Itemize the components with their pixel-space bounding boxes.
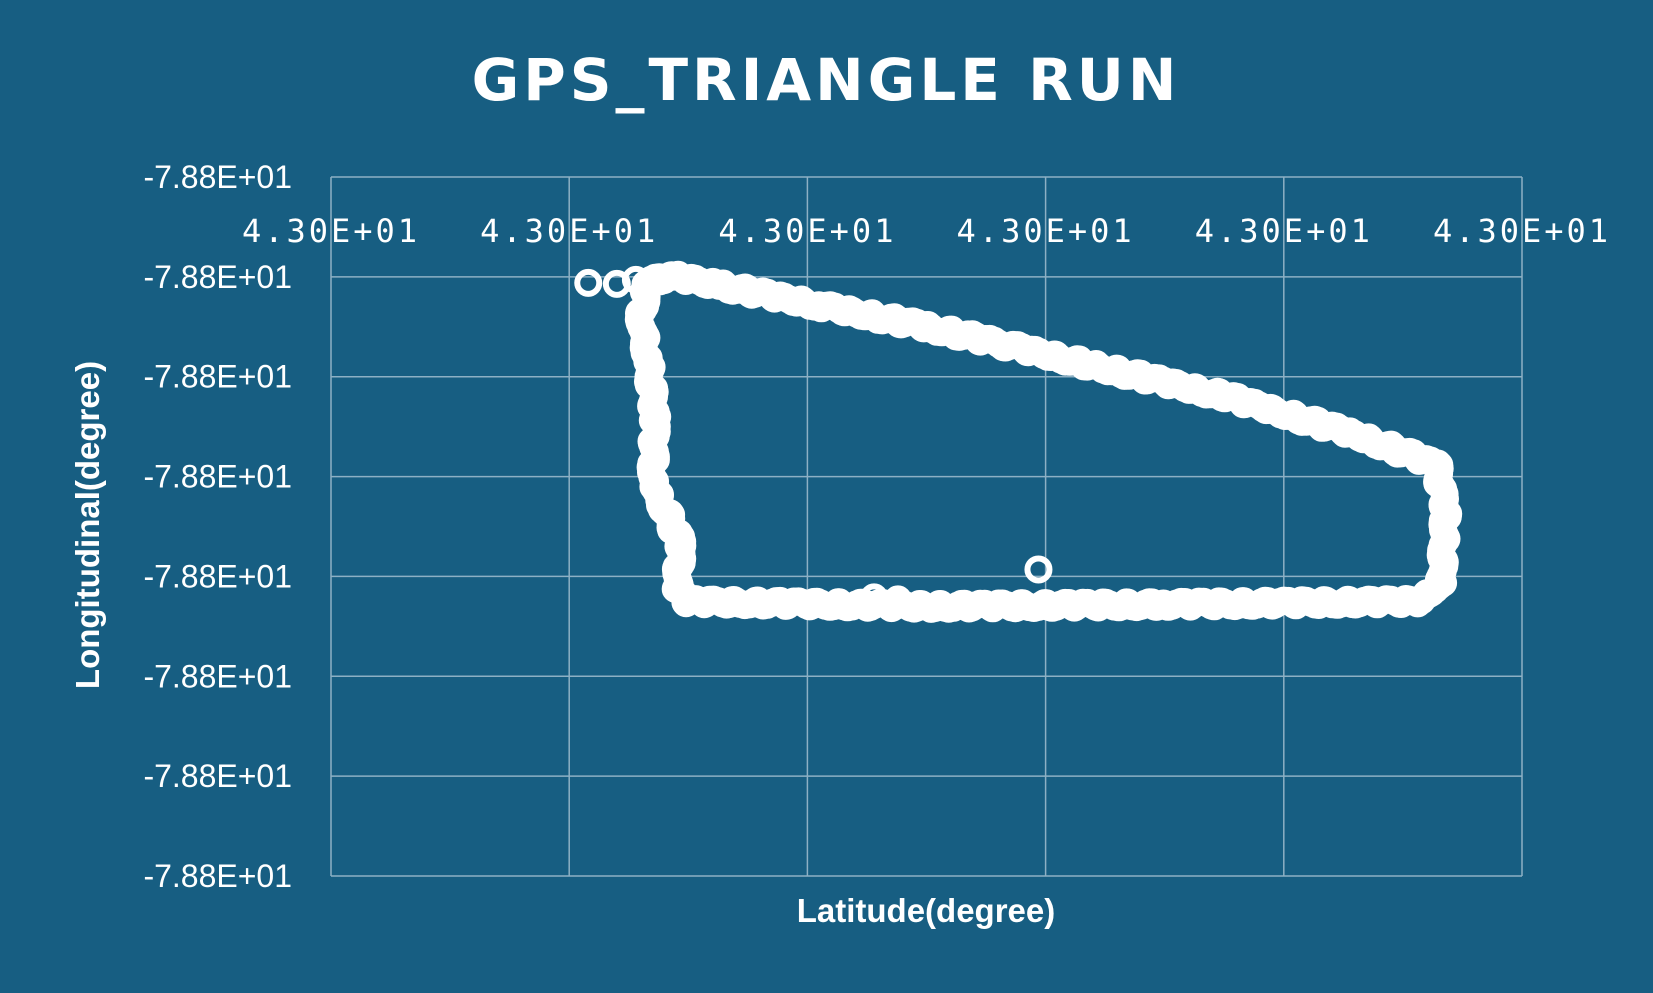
y-tick-label: -7.88E+01 bbox=[143, 558, 292, 594]
x-tick-label: 4.30E+01 bbox=[718, 212, 896, 250]
y-tick-label: -7.88E+01 bbox=[143, 658, 292, 694]
y-tick-label: -7.88E+01 bbox=[143, 159, 292, 195]
data-point-outlier bbox=[1024, 555, 1053, 584]
x-tick-label: 4.30E+01 bbox=[480, 212, 658, 250]
y-tick-label: -7.88E+01 bbox=[143, 259, 292, 295]
y-tick-label: -7.88E+01 bbox=[143, 758, 292, 794]
data-point-outlier bbox=[574, 268, 603, 297]
x-tick-label: 4.30E+01 bbox=[1195, 212, 1373, 250]
y-axis-label: Longitudinal(degree) bbox=[69, 361, 106, 689]
data-point-outlier bbox=[621, 265, 650, 294]
x-tick-label: 4.30E+01 bbox=[242, 212, 420, 250]
tick-labels: 4.30E+01 4.30E+01 4.30E+01 4.30E+01 4.30E+01… bbox=[143, 159, 1611, 894]
y-tick-label: -7.88E+01 bbox=[143, 459, 292, 495]
y-tick-label: -7.88E+01 bbox=[143, 359, 292, 395]
data-points bbox=[574, 260, 1463, 623]
x-axis-label: Latitude(degree) bbox=[797, 892, 1056, 929]
x-tick-label: 4.30E+01 bbox=[957, 212, 1135, 250]
gridlines bbox=[330, 176, 1523, 877]
chart-title: GPS_TRIANGLE RUN bbox=[472, 46, 1181, 114]
x-tick-label: 4.30E+01 bbox=[1433, 212, 1611, 250]
y-tick-label: -7.88E+01 bbox=[143, 858, 292, 894]
data-point-outlier bbox=[883, 585, 912, 614]
